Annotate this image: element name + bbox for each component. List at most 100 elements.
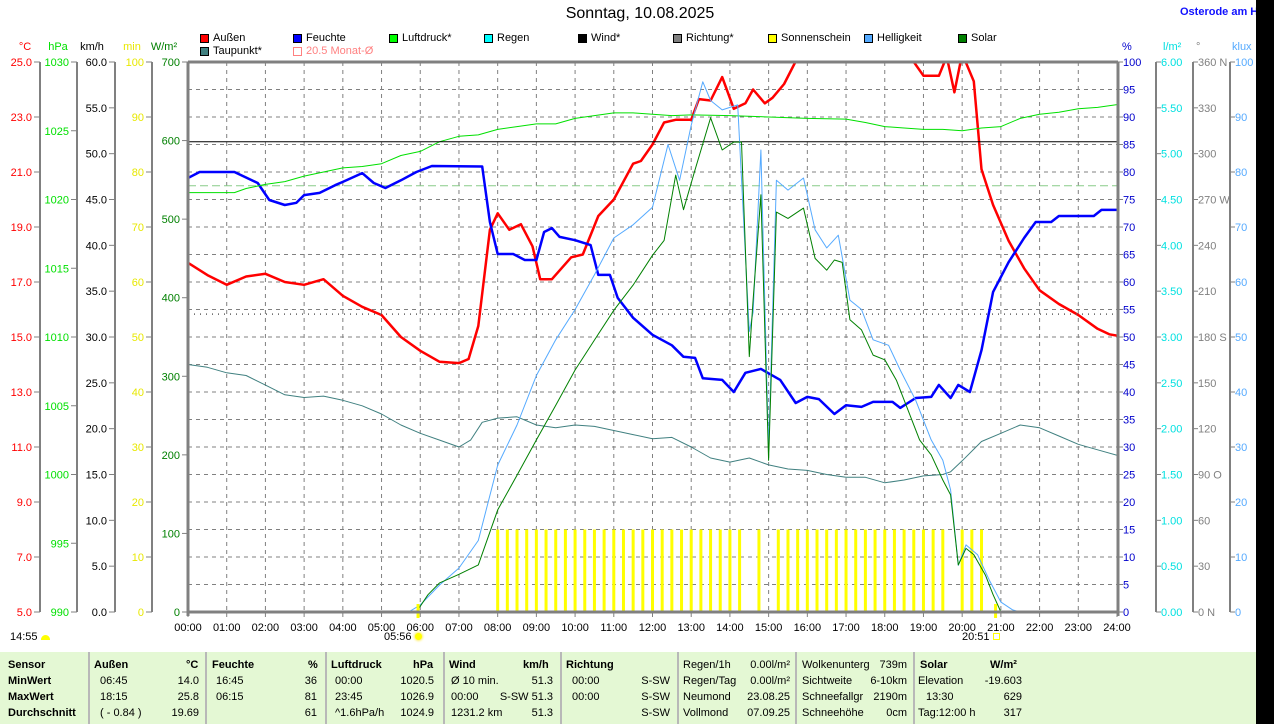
extra-value: 2190m: [873, 691, 907, 703]
lux-tick-label: 70: [1235, 222, 1247, 234]
x-tick-label: 24:00: [1103, 622, 1131, 634]
sunshine-bar: [854, 529, 858, 612]
press-tick-label: 1015: [45, 263, 69, 275]
x-tick-label: 00:00: [174, 622, 202, 634]
sunshine-bar: [834, 529, 838, 612]
press-tick-label: 1005: [45, 401, 69, 413]
aussen-time: 18:15: [100, 691, 128, 703]
sunshine-bar: [796, 529, 800, 612]
temp-axis-unit: °C: [19, 41, 31, 53]
lux-tick-label: 80: [1235, 167, 1247, 179]
sun-tick-label: 100: [126, 57, 144, 69]
legend-swatch: [200, 46, 209, 56]
axes: 00:00 01:00 02:00 03:00 04:00 05:00 06:00 07:00…: [11, 41, 1254, 634]
wind-tick-label: 40.0: [86, 240, 107, 252]
extra-label: Vollmond: [683, 707, 729, 719]
dir-tick-label: 90 O: [1198, 470, 1222, 482]
sunshine-bar: [641, 529, 645, 612]
legend-item: Luftdruck*: [389, 32, 452, 44]
dir-tick-label: 150: [1198, 378, 1216, 390]
legend-swatch: [768, 33, 777, 43]
solar-value: -19.603: [984, 675, 1022, 687]
extra-value: 07.09.25: [747, 707, 790, 719]
solar-tick-label: 100: [162, 528, 180, 540]
sunset-marker: 20:51: [962, 631, 1000, 643]
cloud-icon: [40, 635, 50, 640]
legend-label: Helligkeit: [877, 32, 922, 44]
header-feuchte: Feuchte: [212, 659, 255, 671]
hum-tick-label: 35: [1123, 415, 1135, 427]
dir-tick-label: 0 N: [1198, 607, 1215, 619]
dir-tick-label: 120: [1198, 424, 1216, 436]
dir-axis-unit: °: [1196, 41, 1200, 53]
press-tick-label: 1030: [45, 57, 69, 69]
sunshine-bar: [660, 529, 664, 612]
x-tick-label: 16:00: [794, 622, 822, 634]
hum-tick-label: 40: [1123, 387, 1135, 399]
wind-time: 1231.2 km: [451, 707, 503, 719]
sunshine-bar: [970, 529, 974, 612]
luftdruck-time: 23:45: [335, 691, 363, 703]
rain-tick-label: 2.00: [1161, 424, 1182, 436]
luftdruck-value: 1024.9: [400, 707, 434, 719]
legend-item: Regen: [484, 32, 529, 44]
luftdruck-value: 1026.9: [400, 691, 434, 703]
temp-tick-label: 19.0: [11, 222, 32, 234]
sunshine-bars: [496, 529, 984, 612]
dir-tick-label: 300: [1198, 149, 1216, 161]
sunset-time: 20:51: [962, 631, 990, 643]
legend-label: Feuchte: [306, 32, 346, 44]
press-axis-unit: hPa: [48, 41, 68, 53]
x-tick-label: 20:00: [948, 622, 976, 634]
window-edge: [1256, 0, 1274, 724]
extra-value: 739m: [879, 659, 907, 671]
wind-value: S-SW 51.3: [499, 691, 553, 703]
sunshine-bar: [815, 529, 819, 612]
legend-swatch: [484, 33, 493, 43]
x-tick-label: 13:00: [677, 622, 705, 634]
wind-time: 00:00: [451, 691, 479, 703]
statistics-table: Sensor Außen °C Feuchte % Luftdruck hPa …: [0, 652, 1256, 724]
press-tick-label: 990: [51, 607, 69, 619]
sunshine-bar: [554, 529, 558, 612]
legend-swatch: [200, 33, 209, 43]
sunshine-bar: [689, 529, 693, 612]
legend-swatch: [293, 33, 302, 43]
dir-tick-label: 210: [1198, 286, 1216, 298]
sunshine-bar: [960, 529, 964, 612]
wind-value: 51.3: [531, 707, 553, 719]
sunshine-bar: [699, 529, 703, 612]
series-solar-line: [415, 117, 1002, 612]
sun-tick-label: 10: [132, 552, 144, 564]
legend-item: Solar: [958, 32, 997, 44]
extra-value: 0cm: [886, 707, 907, 719]
aussen-value: 19.69: [171, 707, 199, 719]
extra-label: Schneehöhe: [802, 707, 864, 719]
grid: [188, 62, 1117, 612]
rain-tick-label: 6.00: [1161, 57, 1182, 69]
hum-tick-label: 45: [1123, 360, 1135, 372]
hum-tick-label: 0: [1123, 607, 1129, 619]
sunshine-bar: [941, 529, 945, 612]
legend-label: Luftdruck*: [402, 32, 452, 44]
lux-tick-label: 90: [1235, 112, 1247, 124]
legend-item: 20.5 Monat-Ø: [293, 45, 373, 57]
hum-tick-label: 90: [1123, 112, 1135, 124]
header-feuchte-unit: %: [308, 659, 318, 671]
solar-value: 317: [1003, 707, 1022, 719]
press-tick-label: 1000: [45, 470, 69, 482]
wind-tick-label: 50.0: [86, 149, 107, 161]
x-tick-label: 06:00: [406, 622, 434, 634]
legend-label: Solar: [971, 32, 997, 44]
rain-tick-label: 2.50: [1161, 378, 1182, 390]
feuchte-time: 16:45: [216, 675, 244, 687]
sunshine-bar: [902, 529, 906, 612]
sunshine-bar: [883, 529, 887, 612]
richtung-time: 00:00: [572, 675, 600, 687]
dir-tick-label: 270 W: [1198, 195, 1230, 207]
sunshine-bar: [602, 529, 606, 612]
legend-label: Außen: [213, 32, 246, 44]
station-name[interactable]: Osterode am Ha: [1180, 6, 1265, 18]
legend-item: Helligkeit: [864, 32, 922, 44]
wind-tick-label: 30.0: [86, 332, 107, 344]
